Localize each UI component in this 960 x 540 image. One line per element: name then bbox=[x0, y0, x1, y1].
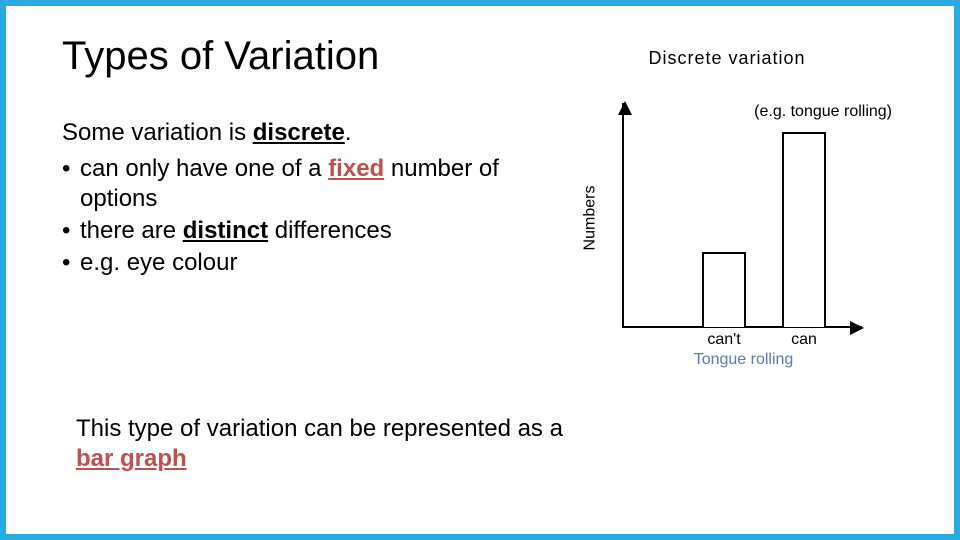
bullet-item: there are distinct differences bbox=[62, 216, 542, 246]
bullet-pre: can only have one of a bbox=[80, 155, 328, 182]
intro-prefix: Some variation is bbox=[62, 119, 253, 146]
chart-column: Discrete variation (e.g. tongue rolling)… bbox=[562, 48, 892, 363]
body-row: Some variation is discrete. can only hav… bbox=[62, 118, 898, 363]
chart-bar bbox=[782, 132, 826, 327]
y-axis-line bbox=[622, 103, 624, 328]
slide-frame: Types of Variation Some variation is dis… bbox=[0, 0, 960, 540]
bullet-pre: e.g. eye colour bbox=[80, 249, 237, 276]
chart-x-axis-label: Tongue rolling bbox=[694, 351, 794, 369]
intro-suffix: . bbox=[345, 119, 352, 146]
chart-bar-label: can't bbox=[707, 331, 740, 349]
conclusion-text: This type of variation can be represente… bbox=[76, 414, 898, 474]
intro-keyword: discrete bbox=[253, 119, 345, 146]
conclusion-line1: This type of variation can be represente… bbox=[76, 415, 563, 442]
bullet-keyword: distinct bbox=[183, 217, 268, 244]
bullet-pre: there are bbox=[80, 217, 183, 244]
bullet-post: differences bbox=[268, 217, 392, 244]
chart-bar-label: can bbox=[791, 331, 817, 349]
text-column: Some variation is discrete. can only hav… bbox=[62, 118, 542, 280]
bullet-item: can only have one of a fixed number of o… bbox=[62, 154, 542, 214]
chart-title: Discrete variation bbox=[562, 48, 892, 69]
arrow-up-icon bbox=[618, 101, 632, 115]
chart-y-axis-label: Numbers bbox=[581, 186, 599, 251]
intro-line: Some variation is discrete. bbox=[62, 118, 542, 148]
arrow-right-icon bbox=[850, 321, 864, 335]
conclusion-keyword: bar graph bbox=[76, 445, 187, 472]
chart-bar bbox=[702, 252, 746, 327]
bullet-item: e.g. eye colour bbox=[62, 248, 542, 278]
chart-plot: can'tcan bbox=[622, 103, 862, 328]
bullet-list: can only have one of a fixed number of o… bbox=[62, 154, 542, 278]
chart-area: (e.g. tongue rolling) Numbers can'tcan T… bbox=[562, 73, 892, 363]
bullet-keyword: fixed bbox=[328, 155, 384, 182]
